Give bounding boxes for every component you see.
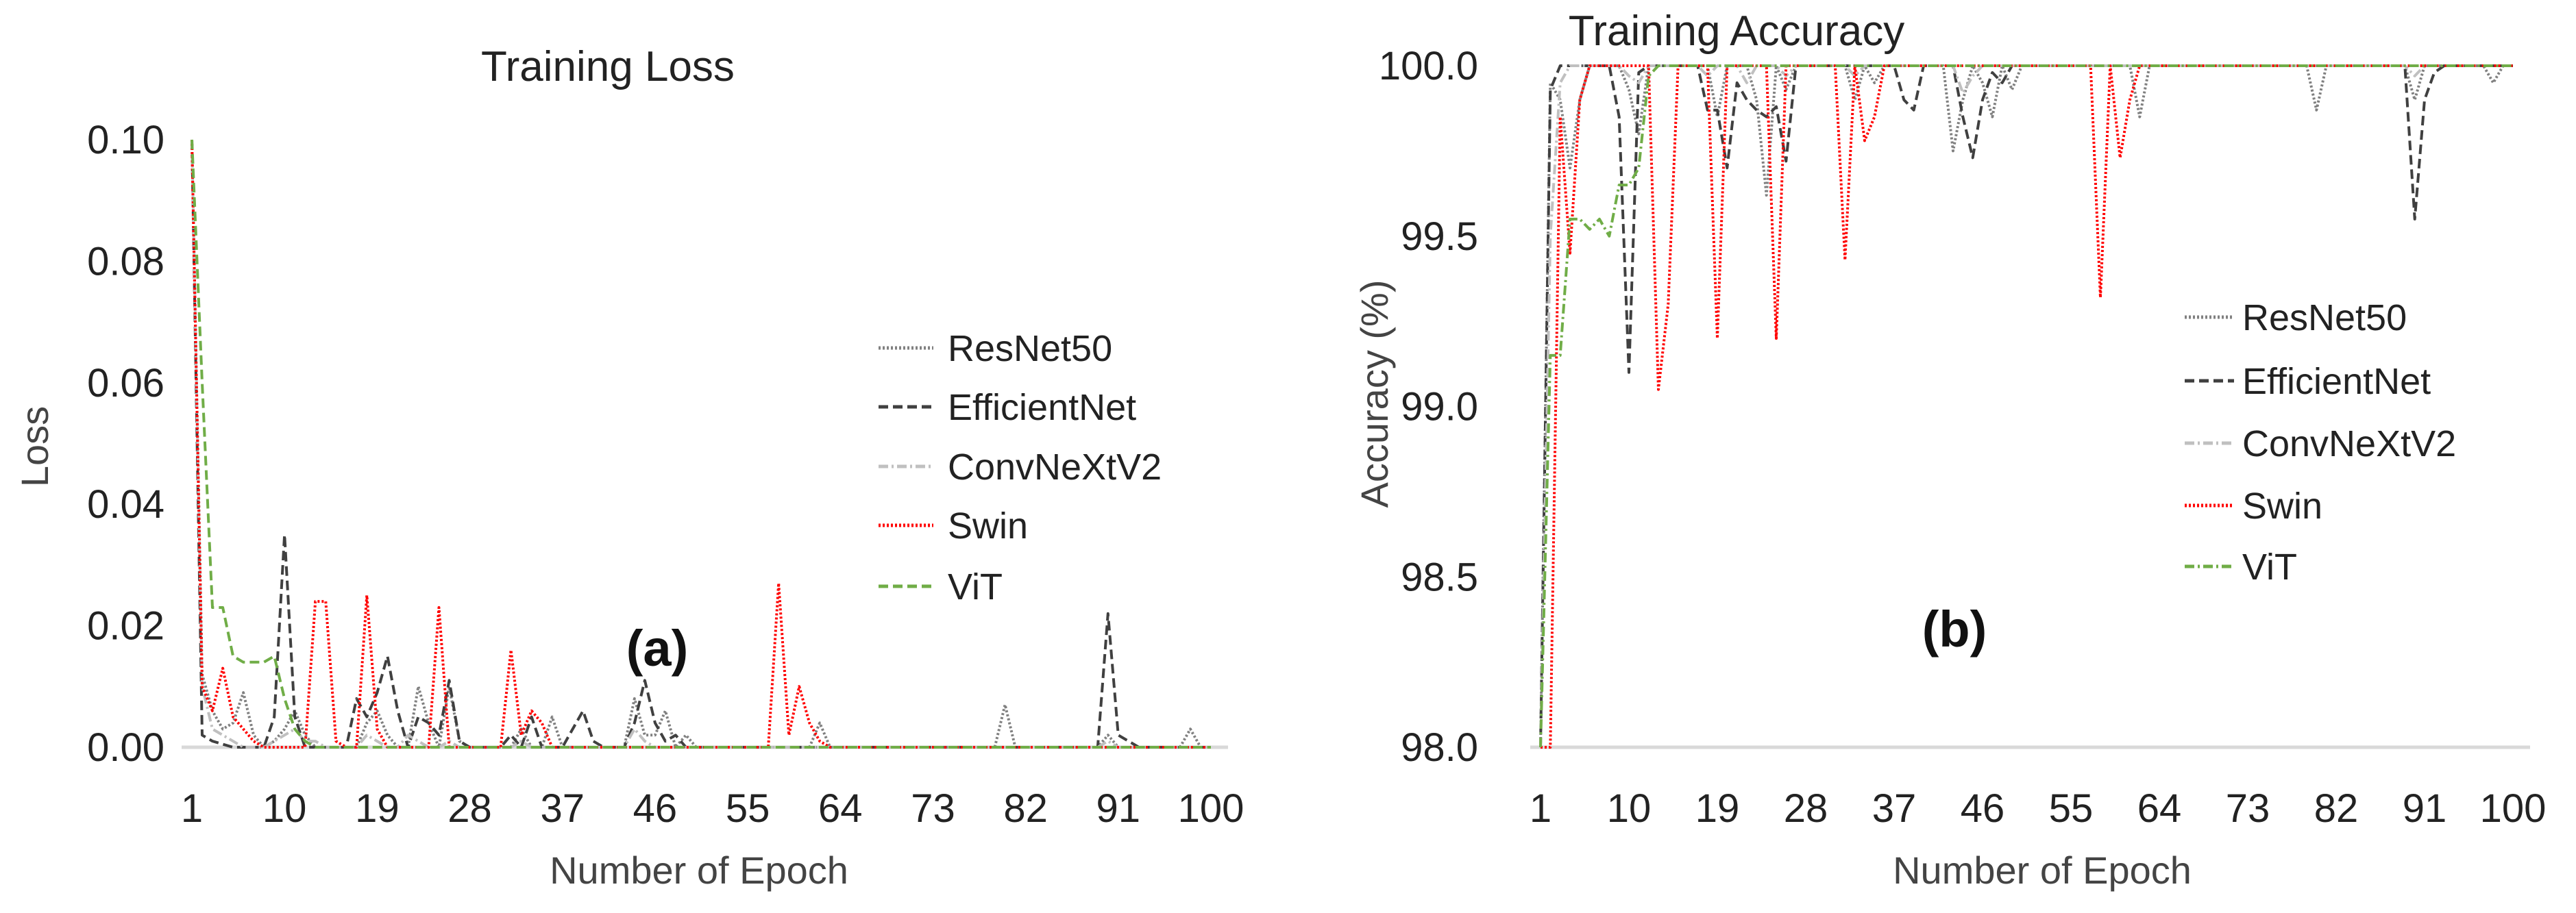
chart-title: Training Accuracy [1569, 8, 1904, 55]
x-tick-label: 46 [1961, 786, 2005, 831]
y-tick-label: 0.08 [87, 239, 164, 284]
series-line-swin [191, 139, 1211, 749]
x-tick-label: 91 [1096, 786, 1141, 831]
x-tick-label: 19 [355, 786, 400, 831]
series-line-vit [1539, 64, 2513, 748]
x-tick-label: 100 [2480, 786, 2547, 831]
x-tick-label: 46 [633, 786, 678, 831]
x-tick-label: 91 [2403, 786, 2447, 831]
x-axis-label: Number of Epoch [1893, 849, 2192, 892]
x-tick-label: 10 [1607, 786, 1652, 831]
y-tick-label: 99.0 [1401, 385, 1478, 429]
chart-title: Training Loss [481, 43, 735, 90]
x-tick-label: 37 [540, 786, 585, 831]
series-line-resnet50 [1539, 64, 2513, 748]
x-tick-label: 73 [2226, 786, 2270, 831]
legend-label: ResNet50 [948, 328, 1112, 369]
x-tick-label: 82 [1003, 786, 1048, 831]
legend-label: EfficientNet [2242, 361, 2431, 402]
series-line-efficientnet [191, 139, 1211, 749]
y-tick-label: 100.0 [1379, 44, 1478, 88]
x-tick-label: 1 [1530, 786, 1551, 831]
x-tick-label: 19 [1695, 786, 1740, 831]
x-tick-label: 73 [911, 786, 955, 831]
y-tick-label: 0.02 [87, 604, 164, 649]
series-line-resnet50 [191, 139, 1211, 749]
y-axis-label: Accuracy (%) [1353, 280, 1396, 508]
training-accuracy-chart: Training Accuracy Number of Epoch Accura… [1353, 8, 2546, 892]
x-tick-label: 55 [726, 786, 770, 831]
legend-label: ResNet50 [2242, 297, 2407, 338]
panel-label: (a) [626, 620, 688, 677]
x-tick-label: 100 [1178, 786, 1244, 831]
legend-label: ConvNeXtV2 [2242, 423, 2456, 464]
legend-label: ViT [2242, 547, 2297, 588]
series-line-swin [1541, 64, 2513, 749]
y-tick-label: 0.10 [87, 118, 164, 162]
series-line-convnextv2 [191, 139, 1211, 749]
legend-label: Swin [2242, 486, 2322, 527]
training-loss-chart: Training Loss Number of Epoch Loss (a) 0… [13, 43, 1244, 892]
legend-label: EfficientNet [948, 387, 1136, 428]
series-line-efficientnet [1539, 64, 2513, 748]
y-tick-label: 0.04 [87, 482, 164, 527]
x-tick-label: 64 [2137, 786, 2182, 831]
x-tick-label: 1 [181, 786, 203, 831]
x-tick-label: 28 [447, 786, 492, 831]
y-tick-label: 0.06 [87, 361, 164, 405]
x-tick-label: 28 [1784, 786, 1828, 831]
x-tick-label: 55 [2049, 786, 2094, 831]
y-tick-label: 98.0 [1401, 725, 1478, 770]
y-tick-label: 99.5 [1401, 214, 1478, 259]
y-axis-label: Loss [13, 406, 56, 487]
x-tick-label: 64 [818, 786, 863, 831]
series-line-vit [191, 139, 1211, 749]
panel-label: (b) [1922, 601, 1987, 658]
series-line-convnextv2 [1539, 64, 2513, 748]
x-tick-label: 10 [262, 786, 307, 831]
x-tick-label: 37 [1872, 786, 1917, 831]
x-tick-label: 82 [2314, 786, 2359, 831]
legend-label: ViT [948, 566, 1003, 608]
y-tick-label: 0.00 [87, 725, 164, 770]
y-tick-label: 98.5 [1401, 555, 1478, 599]
legend-label: Swin [948, 505, 1028, 547]
legend-label: ConvNeXtV2 [948, 447, 1162, 488]
x-axis-label: Number of Epoch [550, 849, 848, 892]
